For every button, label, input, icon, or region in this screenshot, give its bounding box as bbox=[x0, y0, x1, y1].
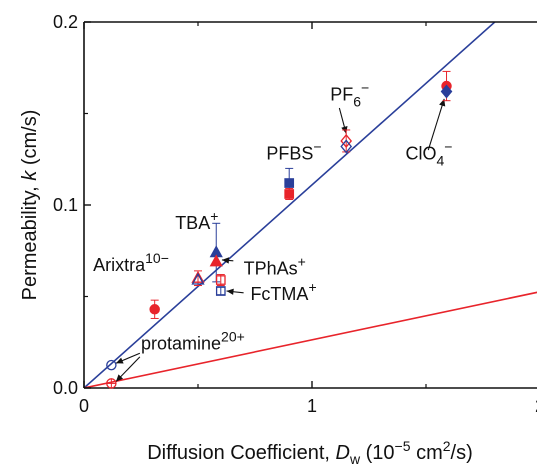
annotation-base: ClO bbox=[405, 143, 436, 163]
data-point-square bbox=[215, 286, 226, 296]
data-point-diamond bbox=[340, 139, 353, 154]
data-point-circle bbox=[106, 359, 117, 371]
x-axis-title-unit-exp: −5 bbox=[395, 438, 411, 454]
annotation-base: PFBS bbox=[266, 143, 313, 163]
data-point-circle bbox=[149, 304, 160, 315]
x-axis-title-var: D bbox=[336, 442, 350, 464]
y-axis-title-suffix: (cm/s) bbox=[19, 110, 41, 171]
annotation-base: FcTMA bbox=[250, 284, 308, 304]
annotation-base: protamine bbox=[141, 334, 221, 354]
annotation-label: Arixtra10− bbox=[93, 250, 169, 275]
annotation-sup: + bbox=[308, 279, 316, 295]
x-axis-title-prefix: Diffusion Coefficient, bbox=[147, 442, 335, 464]
annotation-base: TPhAs bbox=[244, 259, 298, 279]
y-axis-title-var: k bbox=[19, 170, 41, 181]
x-axis-title-unit-close: /s) bbox=[451, 442, 473, 464]
annotation-arrow-line bbox=[427, 98, 445, 151]
annotation-arrow-head bbox=[115, 357, 124, 364]
data-point-triangle bbox=[191, 272, 205, 285]
annotation-sup: − bbox=[444, 138, 452, 154]
annotation-arrow-head bbox=[439, 98, 446, 107]
annotation-sup: 20+ bbox=[221, 329, 245, 345]
x-axis-title-unit-open: (10 bbox=[360, 442, 394, 464]
x-tick-label: 2 bbox=[535, 396, 537, 416]
annotation-label: protamine20+ bbox=[141, 329, 245, 354]
y-axis-title: Permeability, k (cm/s) bbox=[19, 110, 41, 301]
annotation-base: Arixtra bbox=[93, 255, 146, 275]
annotation-label: ClO4− bbox=[405, 138, 452, 168]
x-tick-label: 0 bbox=[79, 396, 89, 416]
data-point-triangle bbox=[191, 270, 205, 283]
annotation-base: TBA bbox=[175, 213, 210, 233]
annotation-arrow-head bbox=[226, 288, 234, 295]
annotation-sup: − bbox=[361, 80, 369, 96]
annotation-label: TBA+ bbox=[175, 208, 218, 233]
annotation-arrow-head bbox=[221, 257, 230, 264]
annotation-sup: − bbox=[313, 138, 321, 154]
data-point-square bbox=[284, 189, 295, 199]
annotation-sup: 10− bbox=[145, 250, 169, 266]
annotation-label: FcTMA+ bbox=[250, 279, 316, 304]
y-tick-label: 0.1 bbox=[53, 195, 78, 215]
annotation-label: PFBS− bbox=[266, 138, 321, 163]
annotation-sup: + bbox=[298, 254, 306, 270]
annotation-base: PF bbox=[330, 85, 353, 105]
data-point-diamond bbox=[340, 133, 353, 148]
annotation-label: PF6− bbox=[330, 80, 369, 110]
fit-line-red bbox=[84, 291, 537, 388]
annotation-sub: 4 bbox=[436, 152, 444, 168]
x-axis-title: Diffusion Coefficient, Dw (10−5 cm2/s) bbox=[147, 438, 473, 467]
fit-line-blue bbox=[84, 22, 497, 388]
data-point-diamond bbox=[440, 84, 453, 99]
y-tick-label: 0.0 bbox=[53, 378, 78, 398]
data-point-triangle bbox=[209, 254, 223, 267]
annotation-sub: 6 bbox=[353, 94, 361, 110]
x-axis-title-sub: w bbox=[349, 451, 361, 467]
data-point-square bbox=[284, 178, 295, 188]
data-point-square bbox=[215, 275, 226, 285]
x-axis-title-unit-exp2: 2 bbox=[443, 438, 451, 454]
y-tick-label: 0.2 bbox=[53, 12, 78, 32]
x-tick-label: 1 bbox=[307, 396, 317, 416]
annotation-sup: + bbox=[210, 208, 218, 224]
x-axis-title-unit-mid: cm bbox=[411, 442, 443, 464]
y-axis-title-prefix: Permeability, bbox=[19, 181, 41, 301]
annotation-arrow-head bbox=[115, 374, 124, 382]
annotation-label: TPhAs+ bbox=[244, 254, 306, 279]
